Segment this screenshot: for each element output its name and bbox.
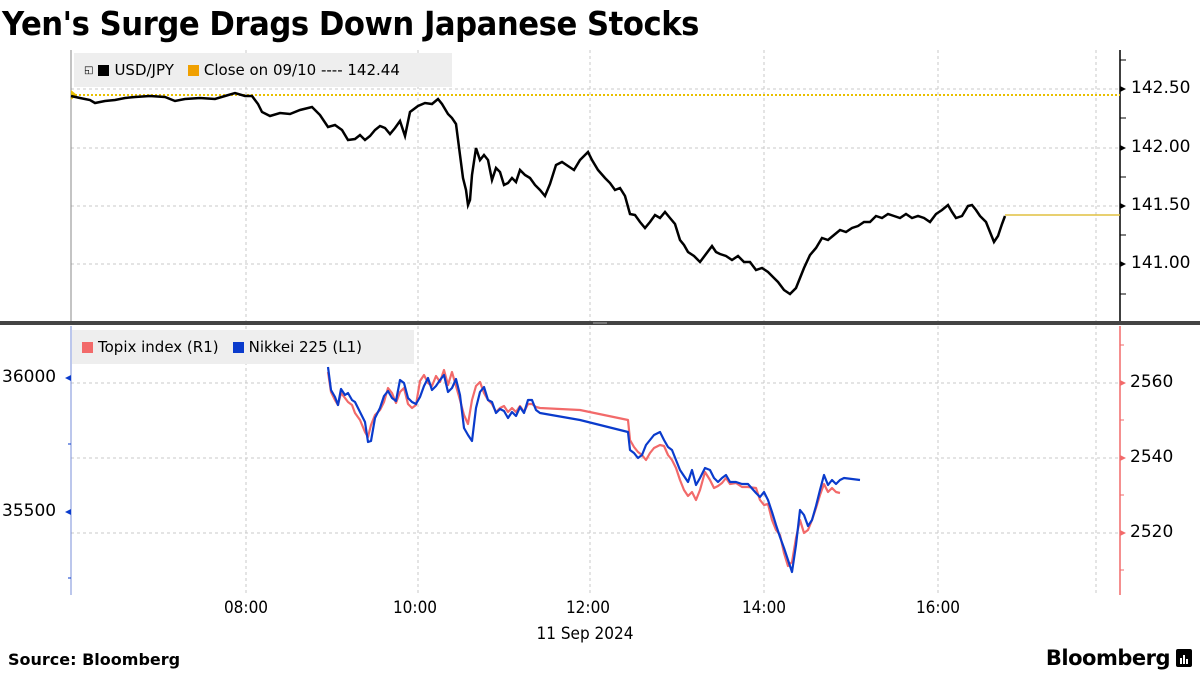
usdjpy-tick-141-00: 141.00 [1131,253,1191,273]
topix-series [326,368,841,568]
nikkei-series [326,366,861,574]
brand-name: Bloomberg [1045,646,1171,670]
top-legend: ◱ USD/JPY Close on 09/10 ---- 142.44 [74,53,452,87]
bloomberg-logo-icon [1176,649,1192,667]
topix-tick-2520: 2520 [1130,522,1174,542]
source-note: Source: Bloomberg [8,650,181,669]
usdjpy-series [70,91,1007,296]
x-tick-1400: 14:00 [741,598,787,618]
chart-title: Yen's Surge Drags Down Japanese Stocks [2,4,699,43]
x-tick-1000: 10:00 [392,598,438,618]
legend-item-prev-close[interactable]: Close on 09/10 ---- 142.44 [187,61,400,79]
topix-tick-2540: 2540 [1130,447,1174,467]
nikkei-swatch-icon [232,341,244,353]
top-right-axis-ticks [1120,59,1126,295]
top-panel-grid [71,50,1120,322]
bottom-panel-grid [71,326,1120,595]
legend-item-nikkei[interactable]: Nikkei 225 (L1) [232,338,362,356]
pin-icon: ◱ [84,64,94,76]
x-tick-0800: 08:00 [223,598,269,618]
topix-tick-2560: 2560 [1130,372,1174,392]
bottom-legend: Topix index (R1) Nikkei 225 (L1) [72,330,414,364]
legend-item-usdjpy[interactable]: ◱ USD/JPY [84,61,174,79]
usdjpy-swatch-icon [98,64,110,76]
x-axis-date: 11 Sep 2024 [536,624,634,644]
nikkei-tick-35500: 35500 [2,501,57,521]
topix-swatch-icon [82,341,93,353]
usdjpy-tick-142-00: 142.00 [1131,137,1191,157]
nikkei-tick-36000: 36000 [2,367,57,387]
bottom-left-axis-ticks [65,375,71,579]
top-right-axis-markers [1120,86,1126,267]
usdjpy-tick-141-50: 141.50 [1131,195,1191,215]
legend-item-topix[interactable]: Topix index (R1) [82,338,219,356]
x-tick-1600: 16:00 [915,598,961,618]
x-tick-1200: 12:00 [565,598,611,618]
usdjpy-tick-142-50: 142.50 [1131,78,1191,98]
prev-close-swatch-icon [187,64,199,76]
bottom-right-axis-ticks [1120,344,1126,571]
brand-mark: Bloomberg [1046,646,1192,670]
